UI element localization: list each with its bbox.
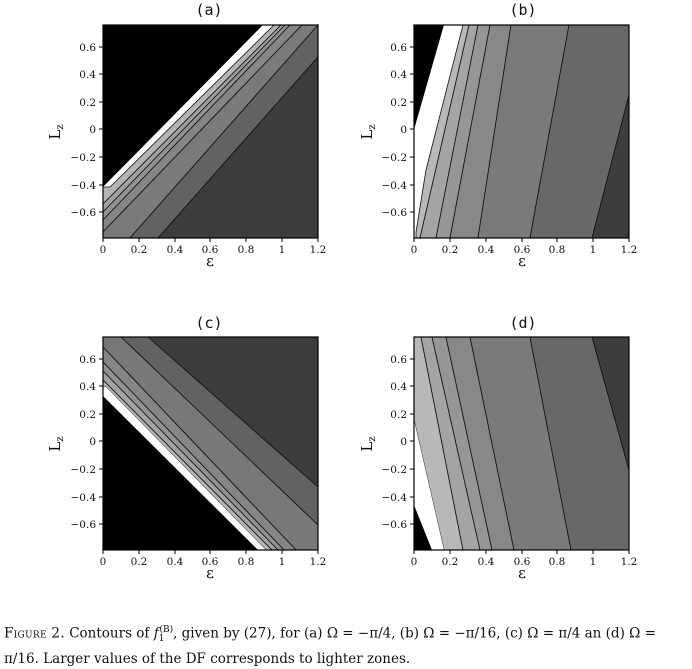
caption-f-sub: 1: [158, 634, 165, 645]
panel-d-xtick: 1: [590, 556, 597, 568]
panel-c-axes: 0.6 0.4 0.2 0 −0.2 −0.4 −0.6 0 0.2 0.4 0…: [46, 354, 326, 582]
panel-b-xtick: 1: [590, 244, 597, 256]
panel-d-ytick: 0.6: [390, 354, 407, 366]
panel-d: (d) 0.6 0.4 0.2 0 −0.2: [358, 314, 637, 582]
panel-d-xtick: 1.2: [621, 556, 638, 568]
panel-a-xtick: 0.6: [202, 244, 219, 256]
panel-b-xtick: 1.2: [621, 244, 638, 256]
caption-text-2: , given by (27), for (a) Ω = −π/4, (b) Ω…: [4, 625, 656, 668]
panel-a-xtick: 1: [279, 244, 286, 256]
panel-a-ytick: 0.2: [79, 97, 96, 109]
svg-text:Lz: Lz: [358, 124, 378, 139]
panel-b-xtick: 0.4: [478, 244, 495, 256]
panel-c-ytick: −0.4: [71, 492, 97, 504]
panel-d-ytick: −0.2: [382, 464, 408, 476]
panel-c-title: (c): [195, 314, 222, 332]
figure-caption: Figure 2. Contours of f1(B), given by (2…: [4, 620, 688, 669]
panel-a-ytick: −0.4: [71, 180, 97, 192]
panel-c-ytick: 0: [89, 436, 96, 448]
panel-a-axes: 0.6 0.4 0.2 0 −0.2 −0.4 −0.6 0 0.2 0.4 0…: [46, 42, 326, 270]
panel-d-axes: 0.6 0.4 0.2 0 −0.2 −0.4 −0.6 0 0.2 0.4 0…: [358, 354, 637, 582]
panel-d-xtick: 0.8: [549, 556, 566, 568]
panel-b-ylabel: Lz: [358, 124, 378, 139]
panel-a-xtick: 0.4: [167, 244, 184, 256]
panel-d-ytick: 0.2: [390, 409, 407, 421]
panel-c-region-black: [103, 396, 258, 550]
panel-b-axes: 0.6 0.4 0.2 0 −0.2 −0.4 −0.6 0 0.2 0.4 0…: [358, 42, 637, 270]
panel-c-ytick: 0.4: [79, 381, 96, 393]
panel-c-ytick: 0.2: [79, 409, 96, 421]
panel-b-xtick: 0: [411, 244, 418, 256]
panel-b-plot: [413, 24, 630, 239]
panel-b-xtick: 0.6: [514, 244, 531, 256]
panel-b-ytick: −0.4: [382, 180, 408, 192]
svg-text:Lz: Lz: [358, 436, 378, 451]
panel-a-ytick: 0: [89, 124, 96, 136]
panel-a: (a) 0.6 0.4 0.2 0 −0.2: [46, 1, 326, 270]
panel-b-ytick: −0.2: [382, 152, 408, 164]
svg-text:Lz: Lz: [46, 124, 66, 139]
caption-text-1: Contours of: [64, 625, 154, 642]
panel-a-title: (a): [195, 1, 222, 19]
panel-c-xtick: 0.8: [238, 556, 255, 568]
caption-label: Figure 2.: [4, 625, 65, 642]
panel-a-ytick: 0.6: [79, 42, 96, 54]
panel-d-title: (d): [509, 314, 536, 332]
panel-c: (c) 0.6 0.4 0.2 0 −0.2: [46, 314, 326, 582]
panel-a-ytick: −0.2: [71, 152, 97, 164]
panel-c-xtick: 0: [100, 556, 107, 568]
panel-b-region-white: [414, 25, 463, 236]
panel-b-xtick: 0.8: [549, 244, 566, 256]
panel-d-region-black: [414, 505, 432, 550]
panel-c-ylabel: Lz: [46, 436, 66, 451]
panel-c-xtick: 0.2: [131, 556, 148, 568]
panel-a-ylabel: Lz: [46, 124, 66, 139]
panel-a-xtick: 0: [100, 244, 107, 256]
panel-d-ytick: −0.4: [382, 492, 408, 504]
panel-d-ylabel: Lz: [358, 436, 378, 451]
panel-a-ytick: −0.6: [71, 207, 97, 219]
panel-a-xtick: 0.2: [131, 244, 148, 256]
panel-d-xtick: 0.2: [442, 556, 459, 568]
svg-text:Lz: Lz: [46, 436, 66, 451]
panel-c-ytick: −0.6: [71, 519, 97, 531]
panel-c-xtick: 0.4: [167, 556, 184, 568]
panel-a-xlabel: ε: [206, 252, 214, 270]
panel-d-ytick: 0.4: [390, 381, 407, 393]
caption-f: f: [153, 625, 159, 642]
panel-a-xtick: 1.2: [310, 244, 327, 256]
panel-a-plot: [102, 23, 319, 239]
panel-b: (b) 0.6 0.4 0.2 0 −0.2: [358, 1, 637, 270]
panel-b-title: (b): [509, 1, 536, 19]
panel-d-xtick: 0: [411, 556, 418, 568]
panel-d-plot: [413, 336, 630, 551]
panel-d-ytick: −0.6: [382, 519, 408, 531]
panel-a-region-white: [103, 25, 274, 187]
panel-d-xtick: 0.6: [514, 556, 531, 568]
panel-c-plot: [102, 336, 319, 551]
panel-c-xlabel: ε: [206, 564, 214, 582]
panel-c-xtick: 1: [279, 556, 286, 568]
panel-b-xtick: 0.2: [442, 244, 459, 256]
panel-d-xtick: 0.4: [478, 556, 495, 568]
panel-b-xlabel: ε: [518, 252, 526, 270]
panel-c-ytick: −0.2: [71, 464, 97, 476]
panel-d-xlabel: ε: [518, 564, 526, 582]
figure: (a) 0.6 0.4 0.2 0 −0.2: [46, 1, 637, 582]
caption-f-sup: (B): [159, 625, 174, 635]
panel-d-region-white: [414, 420, 444, 550]
panel-c-xtick: 1.2: [310, 556, 327, 568]
panel-c-ytick: 0.6: [79, 354, 96, 366]
panel-b-ytick: 0.2: [390, 97, 407, 109]
panel-a-ytick: 0.4: [79, 69, 96, 81]
panel-b-ytick: 0.6: [390, 42, 407, 54]
panel-c-region-white: [103, 387, 266, 550]
panel-c-xtick: 0.6: [202, 556, 219, 568]
panel-a-xtick: 0.8: [238, 244, 255, 256]
panel-d-ytick: 0: [400, 436, 407, 448]
panel-b-ytick: 0: [400, 124, 407, 136]
panel-b-ytick: 0.4: [390, 69, 407, 81]
panel-b-ytick: −0.6: [382, 207, 408, 219]
